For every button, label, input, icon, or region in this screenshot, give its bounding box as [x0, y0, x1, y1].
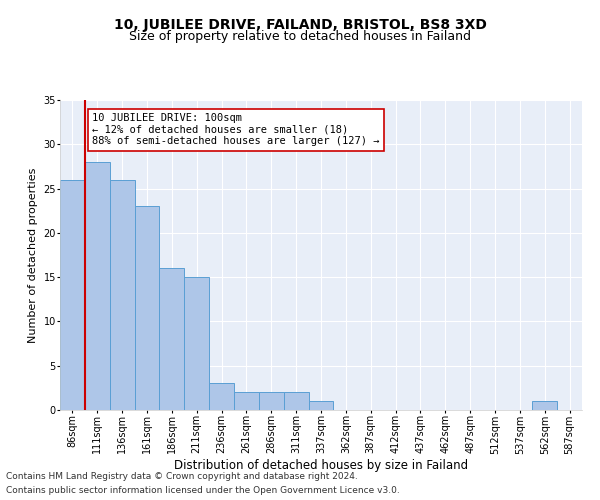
Bar: [134, 206, 160, 410]
Bar: [85, 162, 110, 410]
Text: Contains public sector information licensed under the Open Government Licence v3: Contains public sector information licen…: [6, 486, 400, 495]
Bar: [184, 277, 209, 410]
Bar: [532, 401, 557, 410]
Text: Contains HM Land Registry data © Crown copyright and database right 2024.: Contains HM Land Registry data © Crown c…: [6, 472, 358, 481]
Text: Size of property relative to detached houses in Failand: Size of property relative to detached ho…: [129, 30, 471, 43]
Text: 10, JUBILEE DRIVE, FAILAND, BRISTOL, BS8 3XD: 10, JUBILEE DRIVE, FAILAND, BRISTOL, BS8…: [113, 18, 487, 32]
Bar: [259, 392, 284, 410]
Bar: [284, 392, 308, 410]
Bar: [160, 268, 184, 410]
Bar: [308, 401, 334, 410]
Text: 10 JUBILEE DRIVE: 100sqm
← 12% of detached houses are smaller (18)
88% of semi-d: 10 JUBILEE DRIVE: 100sqm ← 12% of detach…: [92, 114, 380, 146]
Bar: [209, 384, 234, 410]
X-axis label: Distribution of detached houses by size in Failand: Distribution of detached houses by size …: [174, 459, 468, 472]
Bar: [110, 180, 134, 410]
Bar: [60, 180, 85, 410]
Y-axis label: Number of detached properties: Number of detached properties: [28, 168, 38, 342]
Bar: [234, 392, 259, 410]
